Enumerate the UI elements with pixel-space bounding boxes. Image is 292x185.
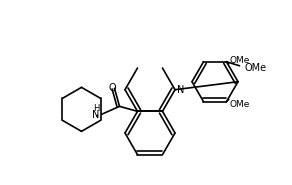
- Text: N: N: [92, 110, 100, 120]
- Text: OMe: OMe: [230, 56, 250, 65]
- Text: OMe: OMe: [230, 100, 250, 109]
- Text: H: H: [93, 104, 100, 113]
- Text: O: O: [109, 83, 116, 93]
- Text: N: N: [177, 85, 184, 95]
- Text: OMe: OMe: [244, 63, 267, 73]
